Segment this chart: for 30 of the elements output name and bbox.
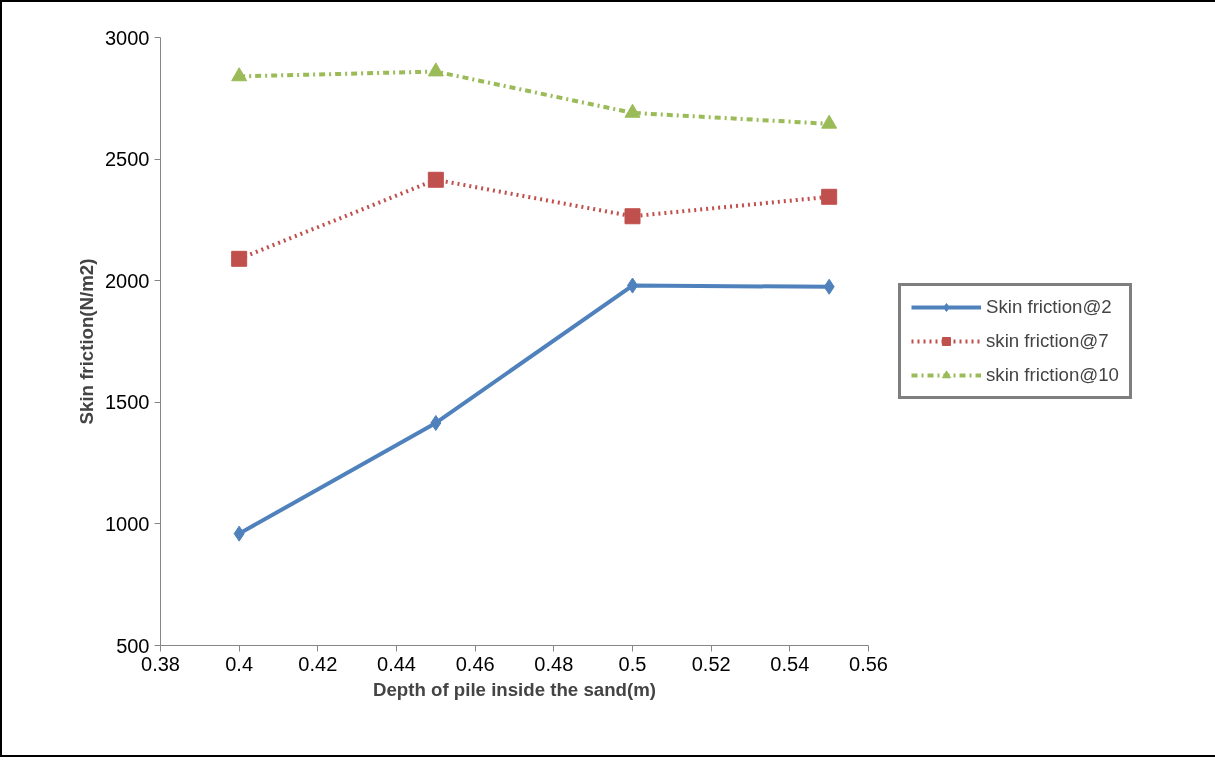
legend-label: skin friction@10 (986, 364, 1119, 386)
y-tick-label: 3000 (105, 26, 150, 49)
point (821, 114, 838, 129)
legend-label: skin friction@7 (986, 330, 1109, 352)
x-tick-label: 0.48 (534, 652, 574, 675)
x-tick-label: 0.54 (770, 652, 810, 675)
y-tick-label: 2000 (105, 269, 150, 292)
point (233, 525, 245, 542)
point (821, 188, 838, 205)
y-axis-title: Skin friction(N/m2) (76, 258, 98, 425)
point (427, 62, 444, 77)
x-axis-title: Depth of pile inside the sand(m) (373, 678, 656, 700)
x-tick-label: 0.4 (225, 652, 254, 675)
y-tick-label: 2500 (105, 148, 150, 171)
x-tick-label: 0.52 (691, 652, 731, 675)
point (231, 67, 248, 82)
x-tick-label: 0.44 (377, 652, 416, 675)
x-tick-label: 0.46 (455, 652, 495, 675)
point (624, 103, 641, 118)
x-tick-label: 0.42 (298, 652, 338, 675)
y-tick-label: 1000 (105, 512, 150, 535)
point (427, 171, 444, 188)
legend-label: Skin friction@2 (986, 296, 1112, 318)
x-tick-label: 0.5 (618, 652, 647, 675)
y-tick-label: 1500 (105, 391, 150, 414)
point (624, 208, 641, 225)
point (823, 278, 835, 295)
point (430, 414, 442, 431)
x-tick-label: 0.56 (849, 652, 888, 675)
point (231, 250, 248, 267)
